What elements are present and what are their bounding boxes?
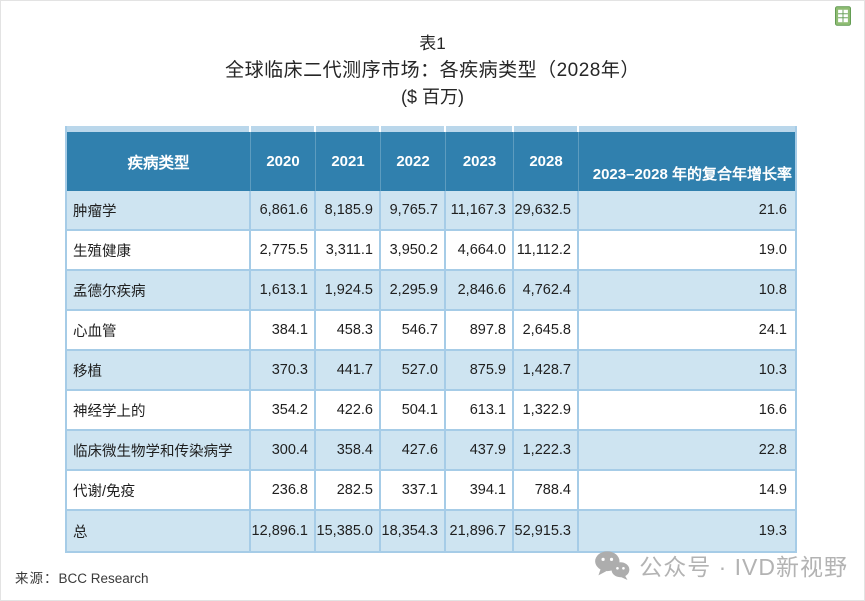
value-cagr: 22.8 bbox=[579, 431, 795, 471]
value-2021: 441.7 bbox=[316, 351, 381, 391]
row-label: 肿瘤学 bbox=[67, 191, 251, 231]
value-2023: 11,167.3 bbox=[446, 191, 514, 231]
value-2021: 282.5 bbox=[316, 471, 381, 511]
row-label: 代谢/免疫 bbox=[67, 471, 251, 511]
value-2021: 3,311.1 bbox=[316, 231, 381, 271]
watermark-text: 公众号 · IVD新视野 bbox=[639, 554, 848, 580]
value-2021: 1,924.5 bbox=[316, 271, 381, 311]
table-top-strip bbox=[67, 126, 795, 132]
value-cagr: 14.9 bbox=[579, 471, 795, 511]
value-2028: 52,915.3 bbox=[514, 511, 579, 551]
value-2028: 788.4 bbox=[514, 471, 579, 511]
table-header-row: 疾病类型 2020 2021 2022 2023 2028 2023–2028 … bbox=[67, 132, 795, 191]
table-row: 神经学上的 354.2 422.6 504.1 613.1 1,322.9 16… bbox=[67, 391, 795, 431]
header-year-2021: 2021 bbox=[316, 132, 381, 191]
value-2020: 2,775.5 bbox=[251, 231, 316, 271]
value-2028: 1,428.7 bbox=[514, 351, 579, 391]
value-2028: 11,112.2 bbox=[514, 231, 579, 271]
source-note: 来源：BCC Research bbox=[15, 567, 149, 587]
value-2023: 4,664.0 bbox=[446, 231, 514, 271]
row-label: 移植 bbox=[67, 351, 251, 391]
table-row: 孟德尔疾病 1,613.1 1,924.5 2,295.9 2,846.6 4,… bbox=[67, 271, 795, 311]
value-2028: 29,632.5 bbox=[514, 191, 579, 231]
value-2023: 613.1 bbox=[446, 391, 514, 431]
value-cagr: 19.0 bbox=[579, 231, 795, 271]
row-label: 心血管 bbox=[67, 311, 251, 351]
header-year-2023: 2023 bbox=[446, 132, 514, 191]
value-cagr: 10.8 bbox=[579, 271, 795, 311]
value-2022: 18,354.3 bbox=[381, 511, 446, 551]
value-2022: 427.6 bbox=[381, 431, 446, 471]
value-2022: 504.1 bbox=[381, 391, 446, 431]
table-number: 表1 bbox=[419, 34, 446, 53]
table-row: 生殖健康 2,775.5 3,311.1 3,950.2 4,664.0 11,… bbox=[67, 231, 795, 271]
value-2028: 1,322.9 bbox=[514, 391, 579, 431]
value-cagr: 19.3 bbox=[579, 511, 795, 551]
value-2022: 337.1 bbox=[381, 471, 446, 511]
title-block: 表1 全球临床二代测序市场：各疾病类型（2028年） ($ 百万) bbox=[1, 31, 864, 111]
title-units: ($ 百万) bbox=[401, 87, 464, 107]
watermark: 公众号 · IVD新视野 bbox=[594, 548, 848, 582]
header-cagr: 2023–2028 年的复合年增长率 bbox=[579, 132, 795, 191]
value-2023: 21,896.7 bbox=[446, 511, 514, 551]
wechat-icon bbox=[595, 551, 630, 580]
value-2028: 1,222.3 bbox=[514, 431, 579, 471]
value-cagr: 16.6 bbox=[579, 391, 795, 431]
value-2022: 9,765.7 bbox=[381, 191, 446, 231]
value-cagr: 10.3 bbox=[579, 351, 795, 391]
value-2028: 2,645.8 bbox=[514, 311, 579, 351]
value-2021: 458.3 bbox=[316, 311, 381, 351]
value-2023: 875.9 bbox=[446, 351, 514, 391]
value-2023: 437.9 bbox=[446, 431, 514, 471]
value-2020: 12,896.1 bbox=[251, 511, 316, 551]
value-2022: 2,295.9 bbox=[381, 271, 446, 311]
value-2023: 2,846.6 bbox=[446, 271, 514, 311]
value-2020: 370.3 bbox=[251, 351, 316, 391]
value-2020: 6,861.6 bbox=[251, 191, 316, 231]
value-2020: 1,613.1 bbox=[251, 271, 316, 311]
value-2023: 897.8 bbox=[446, 311, 514, 351]
value-2023: 394.1 bbox=[446, 471, 514, 511]
value-cagr: 24.1 bbox=[579, 311, 795, 351]
row-label: 生殖健康 bbox=[67, 231, 251, 271]
source-value: BCC Research bbox=[58, 571, 149, 586]
header-disease-type: 疾病类型 bbox=[67, 132, 251, 191]
excel-file-icon[interactable] bbox=[835, 6, 851, 26]
value-2022: 527.0 bbox=[381, 351, 446, 391]
header-year-2028: 2028 bbox=[514, 132, 579, 191]
table-row: 临床微生物学和传染病学 300.4 358.4 427.6 437.9 1,22… bbox=[67, 431, 795, 471]
value-2028: 4,762.4 bbox=[514, 271, 579, 311]
row-label: 临床微生物学和传染病学 bbox=[67, 431, 251, 471]
table-row-total: 总 12,896.1 15,385.0 18,354.3 21,896.7 52… bbox=[67, 511, 795, 551]
value-2021: 15,385.0 bbox=[316, 511, 381, 551]
value-2020: 236.8 bbox=[251, 471, 316, 511]
table-body: 肿瘤学 6,861.6 8,185.9 9,765.7 11,167.3 29,… bbox=[67, 191, 795, 551]
value-2022: 546.7 bbox=[381, 311, 446, 351]
value-2020: 300.4 bbox=[251, 431, 316, 471]
header-year-2020: 2020 bbox=[251, 132, 316, 191]
value-2021: 358.4 bbox=[316, 431, 381, 471]
header-year-2022: 2022 bbox=[381, 132, 446, 191]
value-2021: 422.6 bbox=[316, 391, 381, 431]
row-label: 孟德尔疾病 bbox=[67, 271, 251, 311]
source-label: 来源： bbox=[15, 571, 59, 586]
table-row: 心血管 384.1 458.3 546.7 897.8 2,645.8 24.1 bbox=[67, 311, 795, 351]
table-row: 代谢/免疫 236.8 282.5 337.1 394.1 788.4 14.9 bbox=[67, 471, 795, 511]
value-2022: 3,950.2 bbox=[381, 231, 446, 271]
table-row: 肿瘤学 6,861.6 8,185.9 9,765.7 11,167.3 29,… bbox=[67, 191, 795, 231]
value-2020: 384.1 bbox=[251, 311, 316, 351]
table-row: 移植 370.3 441.7 527.0 875.9 1,428.7 10.3 bbox=[67, 351, 795, 391]
value-cagr: 21.6 bbox=[579, 191, 795, 231]
page-title: 全球临床二代测序市场：各疾病类型（2028年） bbox=[225, 60, 640, 81]
value-2020: 354.2 bbox=[251, 391, 316, 431]
row-label: 神经学上的 bbox=[67, 391, 251, 431]
row-label: 总 bbox=[67, 511, 251, 551]
value-2021: 8,185.9 bbox=[316, 191, 381, 231]
data-table: 疾病类型 2020 2021 2022 2023 2028 2023–2028 … bbox=[65, 126, 797, 553]
